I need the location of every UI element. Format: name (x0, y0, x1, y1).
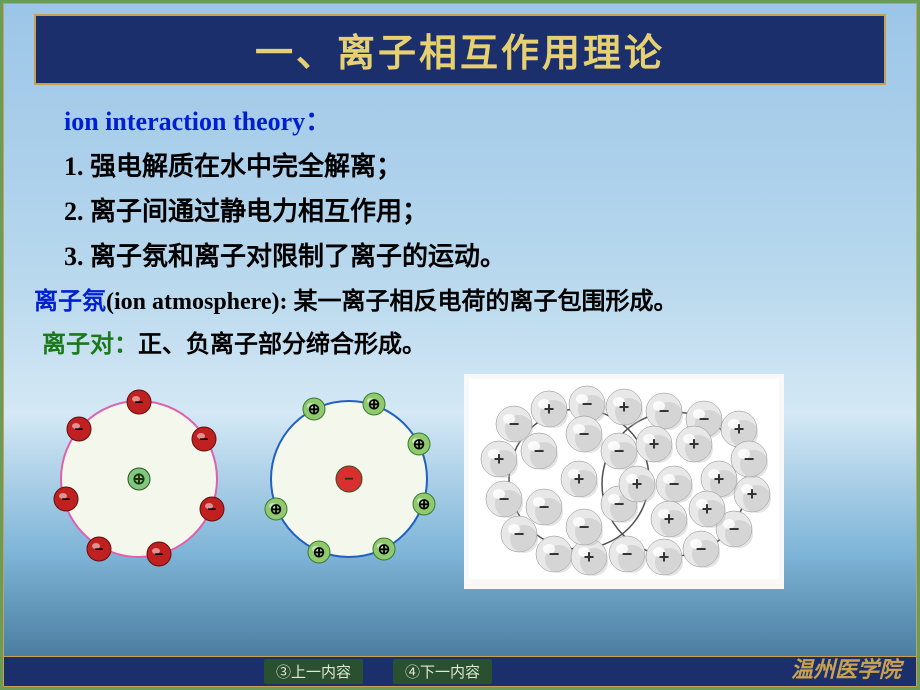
svg-text:⊕: ⊕ (313, 544, 326, 561)
svg-text:+: + (632, 474, 643, 494)
slide-frame: 一、离子相互作用理论 ion interaction theory： 1. 强电… (0, 0, 920, 690)
svg-text:+: + (659, 547, 670, 567)
svg-text:−: − (539, 497, 550, 517)
term-desc-1: 某一离子相反电荷的离子包围形成。 (294, 289, 678, 315)
subtitle-english: ion interaction theory： (64, 101, 871, 138)
definition-ion-atmosphere: 离子氛(ion atmosphere): 某一离子相反电荷的离子包围形成。 (34, 281, 871, 316)
diagram-row: ⊕−−−−−−− −⊕⊕⊕⊕⊕⊕⊕ −+−+−−++−−−+−+−−+−+−−−… (44, 374, 871, 589)
svg-text:−: − (659, 401, 670, 421)
svg-text:−: − (744, 449, 755, 469)
svg-text:⊕: ⊕ (132, 471, 145, 488)
svg-text:+: + (584, 547, 595, 567)
svg-text:+: + (494, 449, 505, 469)
diagram-negative-atmosphere: ⊕ − − − − − − − (44, 384, 234, 579)
next-button[interactable]: ④下一内容 (393, 659, 492, 684)
term-paren: (ion atmosphere): (106, 289, 294, 315)
svg-text:+: + (649, 434, 660, 454)
svg-text:−: − (699, 409, 710, 429)
bullet-2: 2. 离子间通过静电力相互作用； (64, 191, 871, 228)
svg-text:+: + (714, 469, 725, 489)
svg-text:−: − (75, 421, 84, 438)
svg-text:−: − (62, 491, 71, 508)
svg-text:+: + (747, 484, 758, 504)
svg-text:−: − (549, 544, 560, 564)
svg-text:−: − (579, 424, 590, 444)
svg-text:+: + (574, 469, 585, 489)
svg-text:−: − (200, 431, 209, 448)
diagram-ion-pair-cloud: −+−+−−++−−−+−+−−+−+−−−−−−−++++++ (464, 374, 784, 589)
svg-text:⊕: ⊕ (308, 401, 321, 418)
svg-text:⊕: ⊕ (378, 541, 391, 558)
svg-text:−: − (614, 494, 625, 514)
svg-text:+: + (734, 419, 745, 439)
svg-text:+: + (702, 499, 713, 519)
term-ion-atmosphere: 离子氛 (34, 289, 106, 315)
svg-text:⊕: ⊕ (270, 501, 283, 518)
svg-text:−: − (582, 394, 593, 414)
definition-ion-pair: 离子对：正、负离子部分缔合形成。 (42, 324, 871, 359)
svg-text:−: − (622, 544, 633, 564)
term-desc-2: 正、负离子部分缔合形成。 (138, 332, 426, 358)
svg-text:+: + (689, 434, 700, 454)
svg-text:⊕: ⊕ (368, 396, 381, 413)
footer-bar: ③上一内容 ④下一内容 温州医学院 (4, 656, 916, 686)
svg-text:−: − (155, 546, 164, 563)
svg-text:−: − (534, 441, 545, 461)
diagram-positive-atmosphere: − ⊕ ⊕ ⊕ ⊕ ⊕ ⊕ ⊕ (254, 384, 444, 579)
slide-title: 一、离子相互作用理论 (255, 33, 665, 75)
svg-text:⊕: ⊕ (413, 436, 426, 453)
bullet-1: 1. 强电解质在水中完全解离； (64, 146, 871, 183)
slide-inner: 一、离子相互作用理论 ion interaction theory： 1. 强电… (3, 3, 917, 687)
svg-text:−: − (696, 539, 707, 559)
svg-text:−: − (135, 394, 144, 411)
svg-text:−: − (499, 489, 510, 509)
svg-text:−: − (729, 519, 740, 539)
org-label: 温州医学院 (791, 652, 901, 684)
svg-text:+: + (664, 509, 675, 529)
svg-text:−: − (614, 441, 625, 461)
svg-text:−: − (509, 414, 520, 434)
svg-text:−: − (514, 524, 525, 544)
content-area: ion interaction theory： 1. 强电解质在水中完全解离； … (4, 93, 916, 589)
svg-text:+: + (619, 397, 630, 417)
svg-text:−: − (669, 474, 680, 494)
title-bar: 一、离子相互作用理论 (34, 14, 886, 85)
svg-text:−: − (95, 541, 104, 558)
svg-text:−: − (344, 471, 353, 488)
term-ion-pair: 离子对： (42, 332, 138, 358)
svg-text:⊕: ⊕ (418, 496, 431, 513)
svg-text:−: − (208, 501, 217, 518)
svg-text:+: + (544, 399, 555, 419)
bullet-3: 3. 离子氛和离子对限制了离子的运动。 (64, 236, 871, 273)
prev-button[interactable]: ③上一内容 (264, 659, 363, 684)
svg-text:−: − (579, 517, 590, 537)
